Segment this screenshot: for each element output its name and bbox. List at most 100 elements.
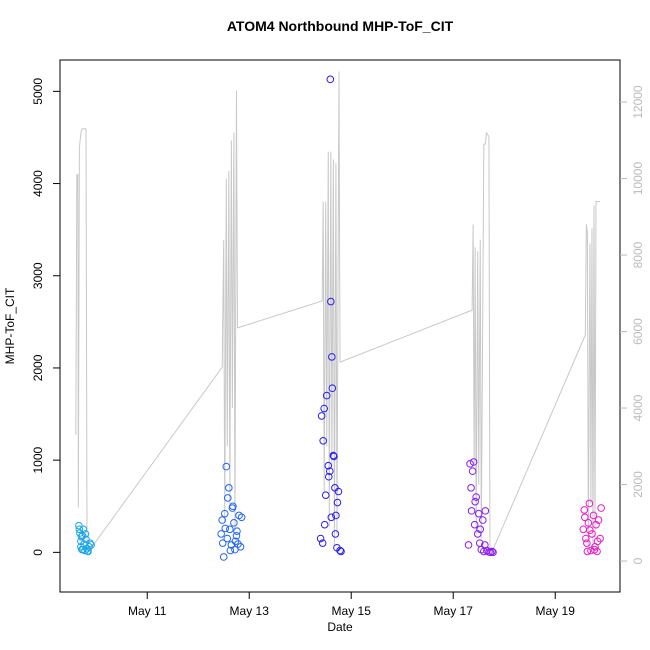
point: [473, 530, 482, 538]
point: [222, 462, 231, 471]
point: [217, 530, 225, 538]
point: [579, 525, 588, 534]
point: [324, 461, 333, 470]
point: [320, 404, 328, 413]
point: [83, 547, 92, 555]
point: [230, 519, 238, 527]
point: [476, 525, 485, 534]
point: [488, 547, 496, 556]
point: [466, 460, 474, 468]
y2-tick-label: 0: [631, 557, 645, 564]
point: [469, 458, 478, 466]
point: [317, 412, 326, 420]
point: [592, 520, 600, 529]
point: [237, 513, 246, 522]
point: [331, 530, 340, 538]
point: [467, 484, 475, 492]
point: [320, 520, 329, 529]
point: [597, 504, 605, 512]
point: [236, 543, 245, 551]
y2-tick-label: 12000: [631, 85, 645, 119]
point: [79, 545, 87, 554]
point: [86, 539, 94, 547]
point: [580, 506, 589, 514]
point: [228, 504, 237, 512]
point: [316, 534, 325, 543]
point: [333, 498, 342, 507]
point: [233, 527, 241, 535]
point: [79, 525, 88, 534]
point: [319, 436, 327, 445]
y2-tick-label: 6000: [631, 318, 645, 345]
point: [324, 472, 333, 481]
point: [75, 525, 84, 534]
point: [326, 75, 335, 84]
y2-tick-label: 10000: [631, 162, 645, 196]
point: [327, 297, 335, 306]
point: [479, 516, 487, 524]
x-tick-label: May 15: [332, 604, 372, 618]
point: [468, 467, 477, 476]
point: [226, 525, 234, 534]
point: [583, 539, 591, 547]
point: [334, 487, 343, 496]
point: [589, 511, 598, 520]
point: [87, 541, 95, 549]
point: [336, 546, 344, 555]
y-axis-label: MHP-ToF_CIT: [3, 287, 17, 364]
point: [586, 526, 594, 535]
x-tick-label: May 19: [536, 604, 576, 618]
line-series: [75, 71, 601, 551]
point: [588, 530, 596, 538]
point: [486, 548, 495, 557]
point: [481, 507, 490, 515]
y2-tick-label: 2000: [631, 471, 645, 498]
point: [470, 520, 479, 529]
point: [327, 513, 336, 522]
point: [471, 497, 479, 506]
point: [332, 511, 340, 520]
point: [226, 546, 235, 555]
point: [328, 353, 336, 361]
x-tick-label: May 11: [128, 604, 167, 618]
point: [464, 541, 473, 549]
point: [489, 548, 497, 557]
point: [85, 543, 93, 551]
point: [232, 531, 241, 540]
point: [585, 499, 594, 508]
point: [467, 507, 476, 515]
point: [220, 509, 229, 518]
y-tick-label: 2000: [31, 354, 45, 381]
point: [81, 530, 90, 538]
point: [581, 513, 589, 522]
y2-tick-label: 8000: [631, 241, 645, 268]
x-tick-label: May 17: [434, 604, 474, 618]
point: [330, 452, 338, 461]
point: [582, 534, 590, 543]
point: [223, 494, 232, 502]
y2-tick-label: 4000: [631, 394, 645, 421]
point: [337, 547, 345, 556]
point: [218, 516, 226, 524]
point: [231, 537, 240, 546]
y-tick-label: 3000: [31, 262, 45, 289]
y-tick-label: 1000: [31, 446, 45, 473]
y-tick-label: 5000: [31, 78, 45, 105]
point: [219, 553, 228, 561]
y-tick-label: 4000: [31, 170, 45, 197]
point: [225, 484, 233, 492]
point: [481, 541, 489, 549]
y-tick-label: 0: [31, 549, 45, 556]
point: [328, 384, 337, 393]
point: [218, 539, 227, 547]
point: [221, 524, 230, 533]
point: [322, 391, 331, 400]
point: [472, 493, 480, 501]
point: [325, 467, 334, 476]
point: [583, 547, 592, 556]
x-axis-label: Date: [327, 620, 353, 634]
point: [75, 521, 83, 530]
point: [593, 537, 602, 546]
x-tick-label: May 13: [230, 604, 270, 618]
